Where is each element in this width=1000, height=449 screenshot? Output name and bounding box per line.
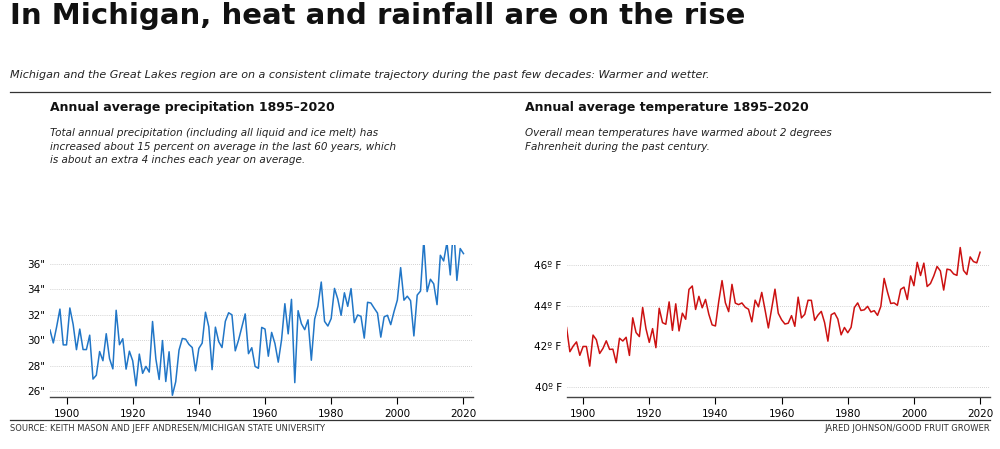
- Text: Overall mean temperatures have warmed about 2 degrees
Fahrenheit during the past: Overall mean temperatures have warmed ab…: [525, 128, 832, 152]
- Text: Annual average temperature 1895–2020: Annual average temperature 1895–2020: [525, 101, 809, 114]
- Text: Annual average precipitation 1895–2020: Annual average precipitation 1895–2020: [50, 101, 335, 114]
- Text: SOURCE: KEITH MASON AND JEFF ANDRESEN/MICHIGAN STATE UNIVERSITY: SOURCE: KEITH MASON AND JEFF ANDRESEN/MI…: [10, 424, 325, 433]
- Text: Total annual precipitation (including all liquid and ice melt) has
increased abo: Total annual precipitation (including al…: [50, 128, 396, 165]
- Text: JARED JOHNSON/GOOD FRUIT GROWER: JARED JOHNSON/GOOD FRUIT GROWER: [824, 424, 990, 433]
- Text: In Michigan, heat and rainfall are on the rise: In Michigan, heat and rainfall are on th…: [10, 2, 745, 30]
- Text: Michigan and the Great Lakes region are on a consistent climate trajectory durin: Michigan and the Great Lakes region are …: [10, 70, 710, 79]
